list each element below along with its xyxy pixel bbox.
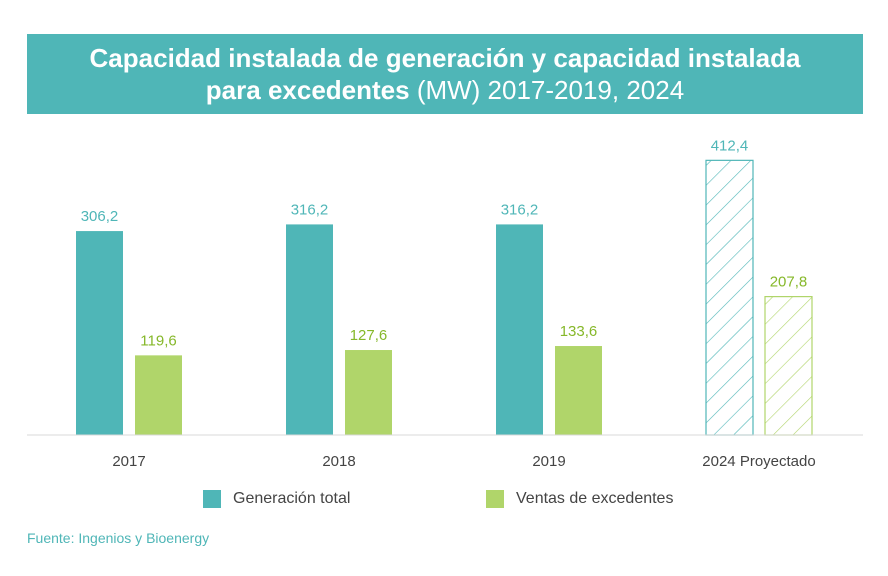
chart-title-banner: Capacidad instalada de generación y capa… — [27, 34, 863, 114]
bar-generation-2 — [496, 224, 543, 435]
data-label-sales-2: 133,6 — [560, 323, 598, 340]
x-tick-label-0: 2017 — [112, 453, 145, 470]
bar-sales-0 — [135, 355, 182, 435]
bar-generation-3 — [705, 159, 754, 436]
x-tick-label-1: 2018 — [322, 453, 355, 470]
x-tick-label-3: 2024 Proyectado — [702, 453, 815, 470]
bar-sales-3 — [764, 296, 813, 436]
legend-swatch-generation — [203, 490, 221, 508]
data-label-sales-0: 119,6 — [140, 332, 176, 349]
legend-label-sales: Ventas de excedentes — [516, 490, 674, 507]
chart-title-line1: Capacidad instalada de generación y capa… — [89, 43, 801, 73]
source-note: Fuente: Ingenios y Bioenergy — [27, 530, 210, 546]
legend-label-generation: Generación total — [233, 490, 351, 507]
data-label-generation-2: 316,2 — [501, 201, 539, 218]
data-label-sales-1: 127,6 — [350, 327, 388, 344]
legend-item-sales: Ventas de excedentes — [486, 490, 673, 508]
x-tick-label-2: 2019 — [532, 453, 565, 470]
bar-chart: 306,2 119,6 2017 316,2 127,6 2018 316,2 133,6 20… — [27, 137, 863, 470]
bar-sales-1 — [345, 350, 392, 435]
chart-title-line2-bold: para excedentes — [205, 75, 410, 105]
bar-generation-0 — [76, 231, 123, 435]
data-label-generation-1: 316,2 — [291, 201, 329, 218]
data-label-sales-3: 207,8 — [770, 274, 808, 291]
bar-generation-1 — [286, 224, 333, 435]
legend-swatch-sales — [486, 490, 504, 508]
chart-title-line2-light: (MW) 2017-2019, 2024 — [409, 75, 685, 105]
data-label-generation-0: 306,2 — [81, 208, 119, 225]
bar-sales-2 — [555, 346, 602, 435]
legend-item-generation: Generación total — [203, 490, 350, 508]
data-label-generation-3: 412,4 — [711, 137, 749, 154]
